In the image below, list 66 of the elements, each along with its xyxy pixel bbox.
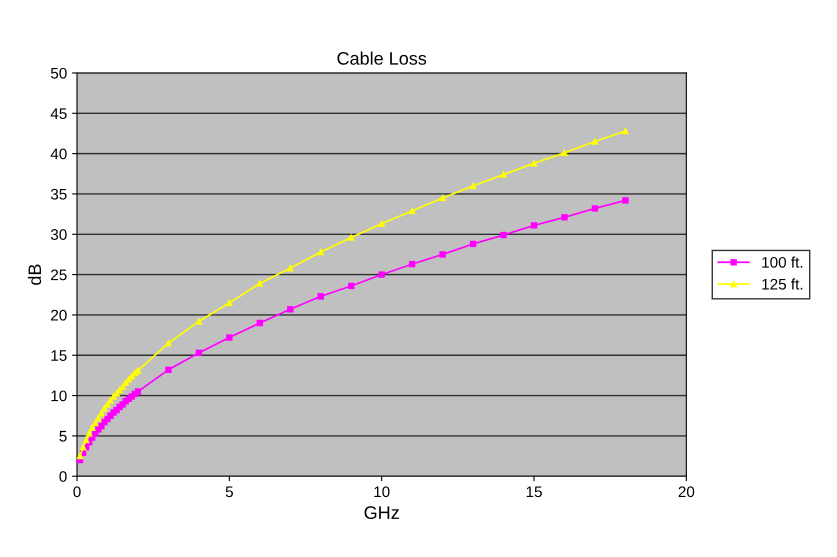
point (196, 318, 202, 325)
x-tick-label: 0 (73, 486, 81, 498)
x-tick-label: 15 (526, 486, 542, 498)
legend-label: 100 ft. (762, 256, 802, 268)
point (86, 430, 92, 437)
point (82, 436, 90, 444)
point (378, 271, 385, 278)
point (500, 171, 507, 178)
y-tick-label: 25 (51, 269, 67, 280)
point (226, 334, 233, 341)
point (107, 397, 114, 404)
point (287, 306, 294, 312)
point (439, 251, 446, 258)
point (104, 401, 111, 408)
point (318, 293, 324, 300)
point (226, 300, 233, 306)
point (622, 128, 629, 134)
point (256, 320, 263, 326)
point (256, 280, 263, 287)
x-axis-title: GHz (364, 506, 399, 520)
point (196, 350, 202, 356)
point (500, 232, 507, 238)
point (622, 197, 629, 204)
y-tick-label: 20 (51, 310, 67, 321)
x-tick-label: 10 (374, 486, 390, 498)
point (92, 420, 98, 426)
y-tick-label: 50 (50, 68, 67, 79)
point (134, 388, 142, 395)
point (408, 260, 416, 268)
y-tick-label: 45 (50, 108, 67, 119)
point (439, 194, 446, 202)
point (530, 160, 538, 166)
point (80, 444, 86, 450)
x-tick-label: 5 (226, 486, 233, 498)
y-tick-label: 40 (50, 148, 67, 160)
point (318, 248, 324, 256)
point (592, 205, 598, 212)
point (98, 410, 105, 417)
point (101, 405, 108, 412)
y-tick-label: 5 (59, 430, 67, 442)
legend-label: 125 ft. (762, 278, 802, 290)
point (470, 240, 476, 248)
point (89, 424, 96, 432)
point (408, 208, 416, 214)
chart-title: Cable Loss (337, 52, 426, 65)
point (561, 214, 568, 221)
y-tick-label: 35 (50, 188, 67, 200)
point (470, 182, 476, 190)
y-axis-title: dB (28, 264, 42, 285)
point (561, 150, 568, 156)
point (378, 220, 385, 227)
point (165, 366, 172, 373)
point (77, 452, 84, 460)
point (348, 282, 354, 290)
y-tick-label: 15 (51, 350, 67, 361)
point (592, 138, 598, 145)
x-tick-label: 20 (678, 486, 694, 498)
point (287, 264, 294, 272)
point (134, 367, 142, 374)
point (530, 222, 538, 229)
y-tick-label: 30 (50, 229, 67, 240)
y-tick-label: 10 (51, 390, 67, 402)
point (165, 340, 172, 346)
point (95, 414, 102, 422)
y-tick-label: 0 (59, 471, 67, 482)
point (348, 234, 354, 241)
